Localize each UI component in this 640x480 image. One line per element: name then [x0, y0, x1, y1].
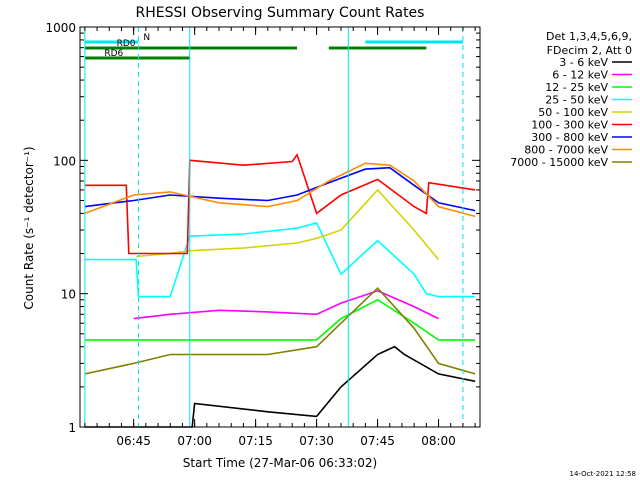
cyan-time-markers [84, 27, 464, 427]
series-line-6 [84, 153, 476, 255]
x-tick-label: 06:45 [116, 434, 151, 448]
x-tick-label: 07:30 [299, 434, 334, 448]
flag-label-n: N [143, 33, 150, 43]
legend-entry-label: 6 - 12 keV [552, 69, 608, 82]
series-line-2 [133, 289, 439, 320]
x-tick-label: 08:00 [421, 434, 456, 448]
y-tick-label: 100 [53, 154, 76, 168]
plot-frame [79, 26, 481, 428]
y-axis-label: Count Rate (s⁻¹ detector⁻¹) [22, 146, 36, 309]
x-tick-label: 07:15 [238, 434, 273, 448]
series-layer [84, 153, 476, 428]
legend-header-line: FDecim 2, Att 0 [547, 44, 632, 57]
series-line-8 [84, 162, 476, 218]
legend-entry-label: 12 - 25 keV [545, 81, 608, 94]
generation-timestamp: 14-Oct-2021 12:58 [570, 470, 636, 478]
legend-entry-label: 7000 - 15000 keV [510, 156, 608, 169]
legend-entry-label: 3 - 6 keV [559, 56, 608, 69]
chart-title: RHESSI Observing Summary Count Rates [136, 5, 425, 21]
legend-entry-label: 800 - 7000 keV [524, 144, 608, 157]
series-line-7 [84, 166, 476, 212]
flag-label-rd6: RD6 [104, 49, 123, 59]
series-line-3 [84, 298, 476, 341]
x-tick-label: 07:45 [360, 434, 395, 448]
legend-entry-label: 25 - 50 keV [545, 94, 608, 107]
legend: Det 1,3,4,5,6,9,FDecim 2, Att 03 - 6 keV… [510, 30, 632, 169]
y-tick-label: 1 [68, 421, 76, 435]
legend-entry-label: 100 - 300 keV [531, 119, 608, 132]
legend-header-line: Det 1,3,4,5,6,9, [546, 30, 632, 43]
axes: 1 10 100 1000 06:45 07:00 07:15 07:30 07:45 08:00 [45, 21, 481, 448]
x-tick-label: 07:00 [177, 434, 212, 448]
legend-entry-label: 300 - 800 keV [531, 131, 608, 144]
series-line-4 [84, 221, 476, 298]
series-line-9 [84, 286, 476, 375]
flag-label-rd0: RD0 [117, 39, 136, 49]
y-tick-label: 10 [61, 288, 76, 302]
series-line-1 [84, 345, 476, 428]
legend-entry-label: 50 - 100 keV [538, 106, 608, 119]
series-line-5 [136, 188, 440, 261]
y-tick-label: 1000 [45, 21, 76, 35]
x-axis-label: Start Time (27-Mar-06 06:33:02) [183, 456, 377, 470]
